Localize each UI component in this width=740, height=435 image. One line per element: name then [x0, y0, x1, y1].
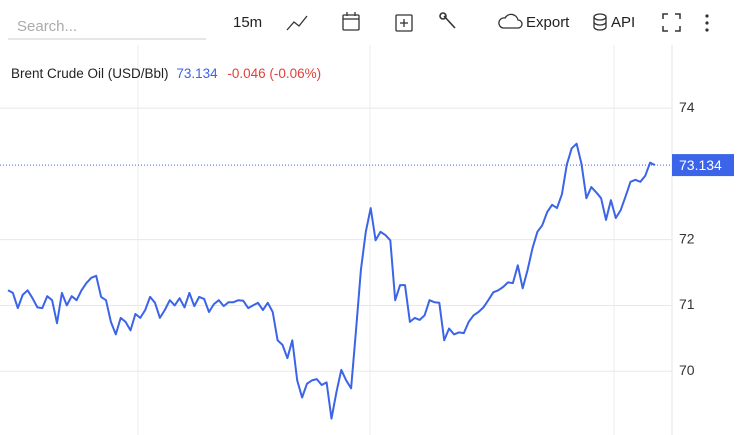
legend: Brent Crude Oil (USD/Bbl) 73.134 -0.046 …: [11, 66, 321, 81]
search-input[interactable]: Search...: [17, 18, 77, 35]
settings-icon[interactable]: [439, 12, 456, 29]
export-label: Export: [526, 14, 570, 31]
chart-type-icon[interactable]: [286, 15, 308, 31]
price-line: [7, 142, 656, 420]
last-price-box: [672, 154, 734, 177]
add-icon[interactable]: [395, 14, 413, 32]
y-tick-label: 71: [679, 296, 695, 312]
toolbar: Search... 15m Export API: [8, 12, 709, 40]
last-price-label: 73.134: [679, 157, 722, 173]
fullscreen-icon[interactable]: [662, 13, 681, 32]
menu-icon[interactable]: [705, 14, 709, 32]
series-title: Brent Crude Oil (USD/Bbl): [11, 66, 169, 81]
export-button[interactable]: Export: [498, 13, 570, 31]
api-label: API: [611, 14, 635, 31]
price-change: -0.046 (-0.06%): [227, 66, 321, 81]
interval-button[interactable]: 15m: [233, 14, 262, 31]
calendar-icon[interactable]: [342, 12, 360, 31]
api-button[interactable]: API: [593, 13, 635, 31]
y-tick-label: 72: [679, 230, 695, 246]
y-tick-label: 70: [679, 362, 695, 378]
y-tick-label: 74: [679, 99, 695, 115]
last-price: 73.134: [176, 66, 218, 81]
